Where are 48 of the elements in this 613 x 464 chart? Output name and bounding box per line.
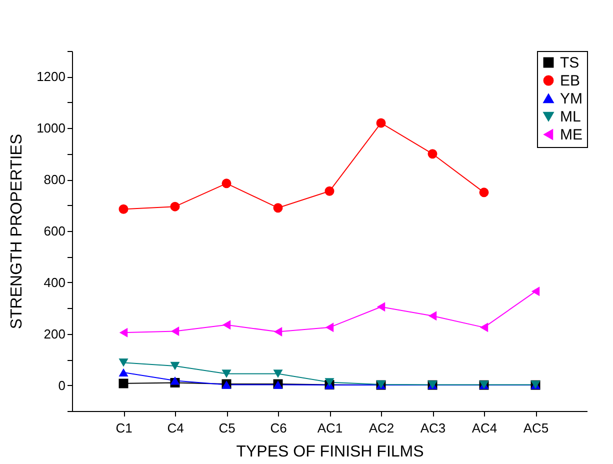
legend-label: ML: [560, 108, 581, 126]
y-tick-label: 600: [44, 224, 66, 238]
point: [119, 328, 128, 338]
point: [118, 378, 128, 388]
legend-label: EB: [560, 72, 580, 90]
x-tick-label: AC1: [317, 420, 343, 436]
x-tick-label: AC2: [368, 420, 394, 436]
x-tick-label: AC4: [472, 420, 498, 436]
legend-label: YM: [560, 90, 582, 108]
point: [428, 149, 438, 159]
y-tick-label: 1200: [36, 69, 66, 84]
legend-label: TS: [560, 54, 580, 72]
y-tick-label: 200: [44, 326, 66, 342]
point: [325, 322, 334, 332]
x-tick-label: C4: [167, 420, 184, 436]
point: [170, 326, 180, 336]
x-tick-label: AC5: [523, 420, 549, 436]
y-tick-label: 400: [44, 274, 66, 290]
x-axis-title: TYPES OF FINISH FILMS: [236, 444, 424, 460]
x-tick-label: AC3: [420, 420, 446, 436]
x-tick-label: C5: [218, 420, 236, 436]
point: [273, 203, 283, 213]
point: [274, 327, 282, 337]
point: [480, 322, 488, 332]
point: [170, 376, 180, 385]
point: [531, 286, 540, 296]
point: [118, 368, 128, 377]
point: [118, 358, 128, 367]
y-tick-label: 1000: [36, 120, 66, 136]
point: [324, 186, 334, 196]
point: [324, 378, 334, 386]
x-tick-label: C6: [270, 420, 287, 436]
point: [479, 188, 489, 198]
point: [170, 362, 180, 370]
point: [222, 320, 231, 330]
point: [376, 118, 386, 128]
point: [376, 302, 386, 312]
point: [118, 204, 128, 214]
x-tick-label: C1: [116, 420, 132, 436]
point: [170, 202, 180, 212]
y-axis-title: STRENGTH PROPERTIES: [8, 134, 26, 330]
point: [222, 370, 232, 378]
point: [273, 370, 283, 378]
point: [428, 311, 437, 321]
y-tick-label: 0: [58, 378, 66, 393]
y-tick-label: 800: [44, 172, 66, 188]
legend-label: ME: [560, 126, 582, 144]
point: [222, 178, 232, 188]
